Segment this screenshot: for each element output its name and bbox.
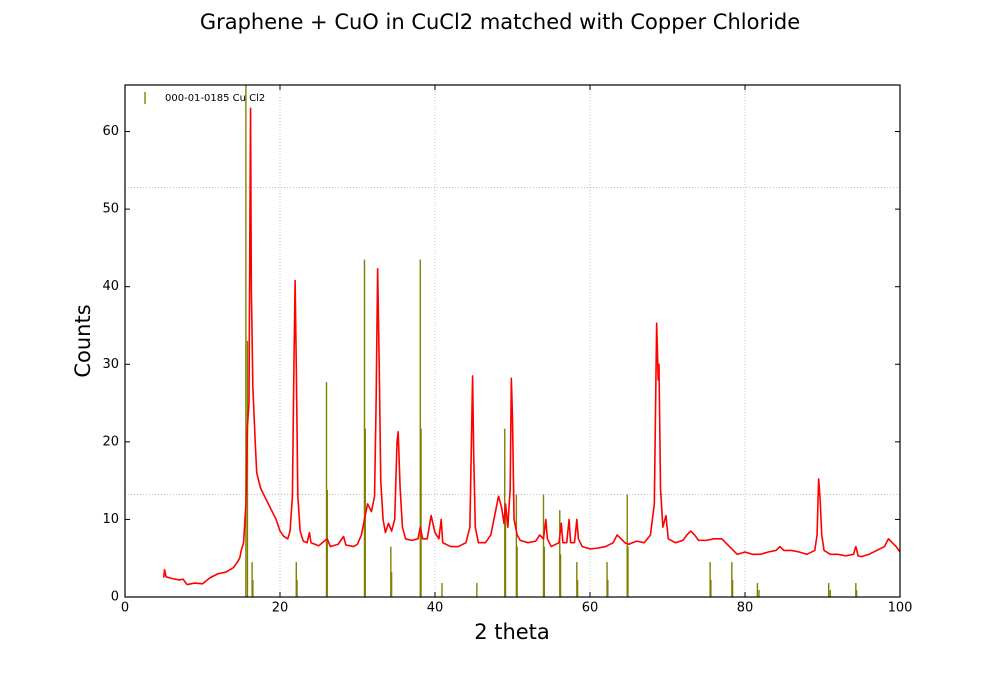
axes-frame bbox=[124, 84, 901, 598]
plot-area bbox=[162, 85, 900, 597]
grid bbox=[124, 85, 901, 597]
data-line bbox=[162, 107, 900, 586]
chart-title: Graphene + CuO in CuCl2 matched with Cop… bbox=[200, 10, 800, 34]
x-tick-label: 0 bbox=[121, 601, 129, 616]
y-tick-label: 50 bbox=[102, 202, 119, 217]
x-axis-label: 2 theta bbox=[474, 620, 550, 644]
y-tick-label: 20 bbox=[102, 434, 119, 449]
y-tick-label: 40 bbox=[102, 279, 119, 294]
x-tick-label: 80 bbox=[737, 601, 754, 616]
x-tick-label: 100 bbox=[888, 601, 913, 616]
x-tick-label: 20 bbox=[272, 601, 289, 616]
y-tick-label: 30 bbox=[102, 357, 119, 372]
x-tick-label: 40 bbox=[427, 601, 444, 616]
y-tick-label: 60 bbox=[102, 124, 119, 139]
legend: 000-01-0185 Cu Cl2 bbox=[144, 92, 265, 104]
x-tick-label: 60 bbox=[582, 601, 599, 616]
y-tick-label: 0 bbox=[111, 590, 119, 605]
y-axis-label: Counts bbox=[71, 304, 95, 377]
ticks: 0 20 40 60 80 100 0 10 20 30 40 50 60 bbox=[102, 85, 912, 616]
y-tick-label: 10 bbox=[102, 512, 119, 527]
legend-label: 000-01-0185 Cu Cl2 bbox=[165, 93, 265, 104]
